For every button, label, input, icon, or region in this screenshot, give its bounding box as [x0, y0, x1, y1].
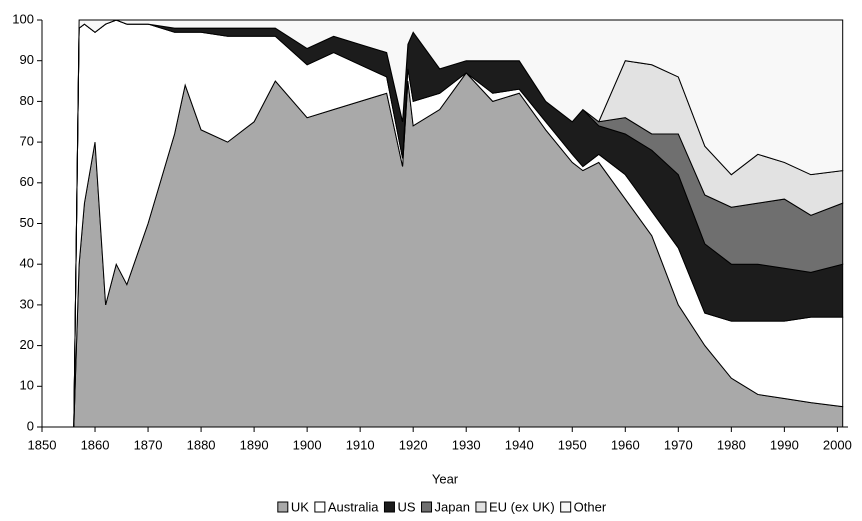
legend-swatch	[314, 501, 326, 513]
x-axis-title: Year	[432, 471, 459, 486]
x-tick-label: 1970	[664, 437, 693, 452]
x-tick-label: 1950	[558, 437, 587, 452]
x-tick-label: 1890	[240, 437, 269, 452]
x-tick-label: 1870	[134, 437, 163, 452]
legend-swatch	[421, 501, 433, 513]
y-tick-label: 50	[20, 215, 34, 230]
y-tick-label: 70	[20, 134, 34, 149]
y-tick-label: 0	[27, 418, 34, 433]
y-tick-label: 30	[20, 296, 34, 311]
y-tick-label: 40	[20, 256, 34, 271]
x-tick-label: 1920	[399, 437, 428, 452]
y-tick-label: 60	[20, 174, 34, 189]
x-tick-label: 1960	[611, 437, 640, 452]
y-tick-label: 100	[12, 11, 34, 26]
y-tick-label: 20	[20, 337, 34, 352]
legend-swatch	[277, 501, 289, 513]
x-tick-label: 2000	[823, 437, 852, 452]
legend-label: US	[397, 499, 415, 514]
x-tick-label: 1860	[81, 437, 110, 452]
y-tick-label: 90	[20, 52, 34, 67]
legend-label: Other	[574, 499, 607, 514]
x-tick-label: 1940	[505, 437, 534, 452]
legend-label: EU (ex UK)	[489, 499, 555, 514]
area	[73, 19, 844, 428]
legend-swatch	[383, 501, 395, 513]
x-tick-label: 1930	[452, 437, 481, 452]
x-tick-label: 1850	[28, 437, 57, 452]
legend-swatch	[475, 501, 487, 513]
legend: UK Australia US Japan EU (ex UK) Other	[277, 499, 607, 514]
x-tick-label: 1990	[770, 437, 799, 452]
legend-swatch	[560, 501, 572, 513]
x-tick-label: 1910	[346, 437, 375, 452]
y-tick-label: 10	[20, 378, 34, 393]
legend-label: Japan	[435, 499, 470, 514]
x-tick-label: 1900	[293, 437, 322, 452]
x-tick-label: 1980	[717, 437, 746, 452]
legend-label: UK	[291, 499, 309, 514]
legend-label: Australia	[328, 499, 379, 514]
x-tick-label: 1880	[187, 437, 216, 452]
y-tick-label: 80	[20, 93, 34, 108]
